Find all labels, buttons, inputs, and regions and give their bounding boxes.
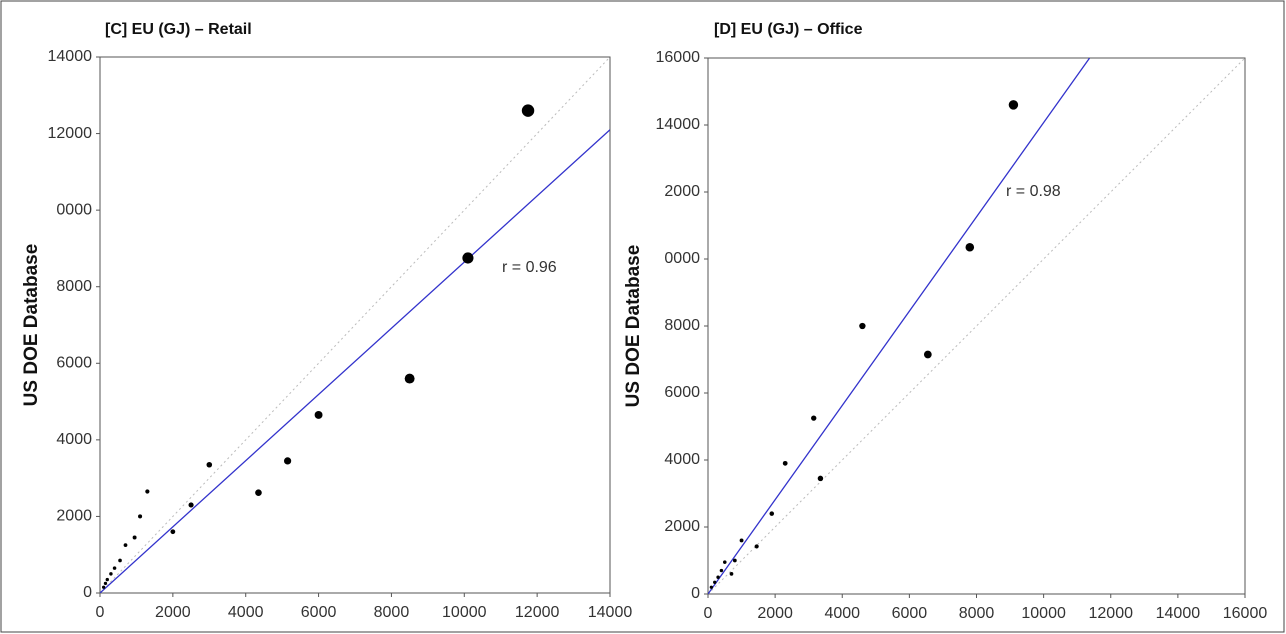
data-point bbox=[729, 572, 734, 576]
data-point bbox=[716, 575, 720, 579]
data-point bbox=[859, 322, 866, 330]
fit-line bbox=[708, 58, 1091, 594]
data-point bbox=[112, 566, 117, 570]
data-point bbox=[145, 489, 150, 494]
y-tick-label: 2000 bbox=[664, 518, 700, 535]
y-tick-label: 6000 bbox=[56, 355, 92, 372]
data-point bbox=[754, 544, 759, 549]
x-tick-label: 6000 bbox=[892, 605, 928, 622]
data-point bbox=[709, 585, 713, 589]
data-point bbox=[723, 560, 727, 564]
y-tick-label: 0000 bbox=[664, 250, 700, 267]
x-tick-label: 0 bbox=[96, 604, 105, 621]
data-point bbox=[138, 514, 143, 519]
x-tick-label: 2000 bbox=[155, 604, 191, 621]
data-point bbox=[732, 558, 737, 563]
y-axis-label: US DOE Database bbox=[21, 244, 42, 407]
data-point bbox=[123, 543, 128, 548]
x-tick-label: 12000 bbox=[1089, 605, 1134, 622]
y-tick-label: 2000 bbox=[664, 183, 700, 200]
data-point bbox=[170, 529, 176, 535]
annotation: r = 0.98 bbox=[1006, 183, 1061, 200]
data-point bbox=[404, 373, 415, 384]
x-tick-label: 10000 bbox=[1021, 605, 1066, 622]
y-tick-label: 8000 bbox=[664, 317, 700, 334]
x-tick-label: 12000 bbox=[515, 604, 560, 621]
x-tick-label: 14000 bbox=[1156, 605, 1201, 622]
data-point bbox=[769, 511, 775, 516]
annotation: r = 0.96 bbox=[502, 259, 557, 276]
data-point bbox=[102, 585, 106, 589]
data-point bbox=[188, 502, 194, 508]
data-point bbox=[255, 489, 262, 497]
y-tick-label: 4000 bbox=[56, 431, 92, 448]
chart-title: [D] EU (GJ) – Office bbox=[714, 21, 863, 38]
reference-line bbox=[708, 58, 1245, 594]
y-tick-label: 6000 bbox=[664, 384, 700, 401]
data-point bbox=[811, 415, 817, 421]
data-point bbox=[713, 580, 717, 584]
data-point bbox=[1008, 100, 1019, 110]
y-tick-label: 12000 bbox=[48, 125, 93, 142]
reference-line bbox=[100, 57, 610, 593]
data-point bbox=[314, 411, 323, 419]
data-point bbox=[817, 475, 824, 482]
y-axis-label: US DOE Database bbox=[623, 245, 644, 408]
data-point bbox=[132, 535, 137, 540]
data-point bbox=[739, 538, 744, 543]
y-tick-label: 8000 bbox=[56, 278, 92, 295]
y-tick-label: 14000 bbox=[48, 48, 93, 65]
plot-frame bbox=[99, 56, 611, 594]
data-point bbox=[206, 461, 213, 468]
x-tick-label: 6000 bbox=[301, 604, 337, 621]
x-tick-label: 10000 bbox=[442, 604, 487, 621]
data-point bbox=[719, 568, 724, 573]
data-point bbox=[103, 581, 108, 586]
data-point bbox=[782, 460, 788, 466]
data-point bbox=[118, 558, 122, 563]
x-tick-label: 4000 bbox=[228, 604, 264, 621]
y-tick-label: 0000 bbox=[56, 201, 92, 218]
y-tick-label: 0 bbox=[83, 584, 92, 601]
chart-title: [C] EU (GJ) – Retail bbox=[105, 21, 252, 38]
y-tick-label: 2000 bbox=[56, 508, 92, 525]
data-point bbox=[283, 457, 292, 465]
x-tick-label: 2000 bbox=[757, 605, 793, 622]
data-point bbox=[462, 252, 474, 264]
y-tick-label: 14000 bbox=[656, 116, 701, 133]
data-point bbox=[109, 572, 113, 576]
x-tick-label: 14000 bbox=[588, 604, 633, 621]
data-point bbox=[923, 350, 932, 359]
plot-frame bbox=[707, 57, 1246, 595]
y-tick-label: 16000 bbox=[656, 49, 701, 66]
y-tick-label: 4000 bbox=[664, 451, 700, 468]
y-tick-label: 0 bbox=[691, 585, 700, 602]
data-point bbox=[521, 104, 535, 117]
x-tick-label: 4000 bbox=[824, 605, 860, 622]
x-tick-label: 8000 bbox=[374, 604, 410, 621]
x-tick-label: 0 bbox=[704, 605, 713, 622]
data-point bbox=[105, 577, 109, 582]
x-tick-label: 16000 bbox=[1223, 605, 1268, 622]
fit-line bbox=[100, 129, 610, 593]
data-point bbox=[965, 242, 975, 252]
x-tick-label: 8000 bbox=[959, 605, 995, 622]
